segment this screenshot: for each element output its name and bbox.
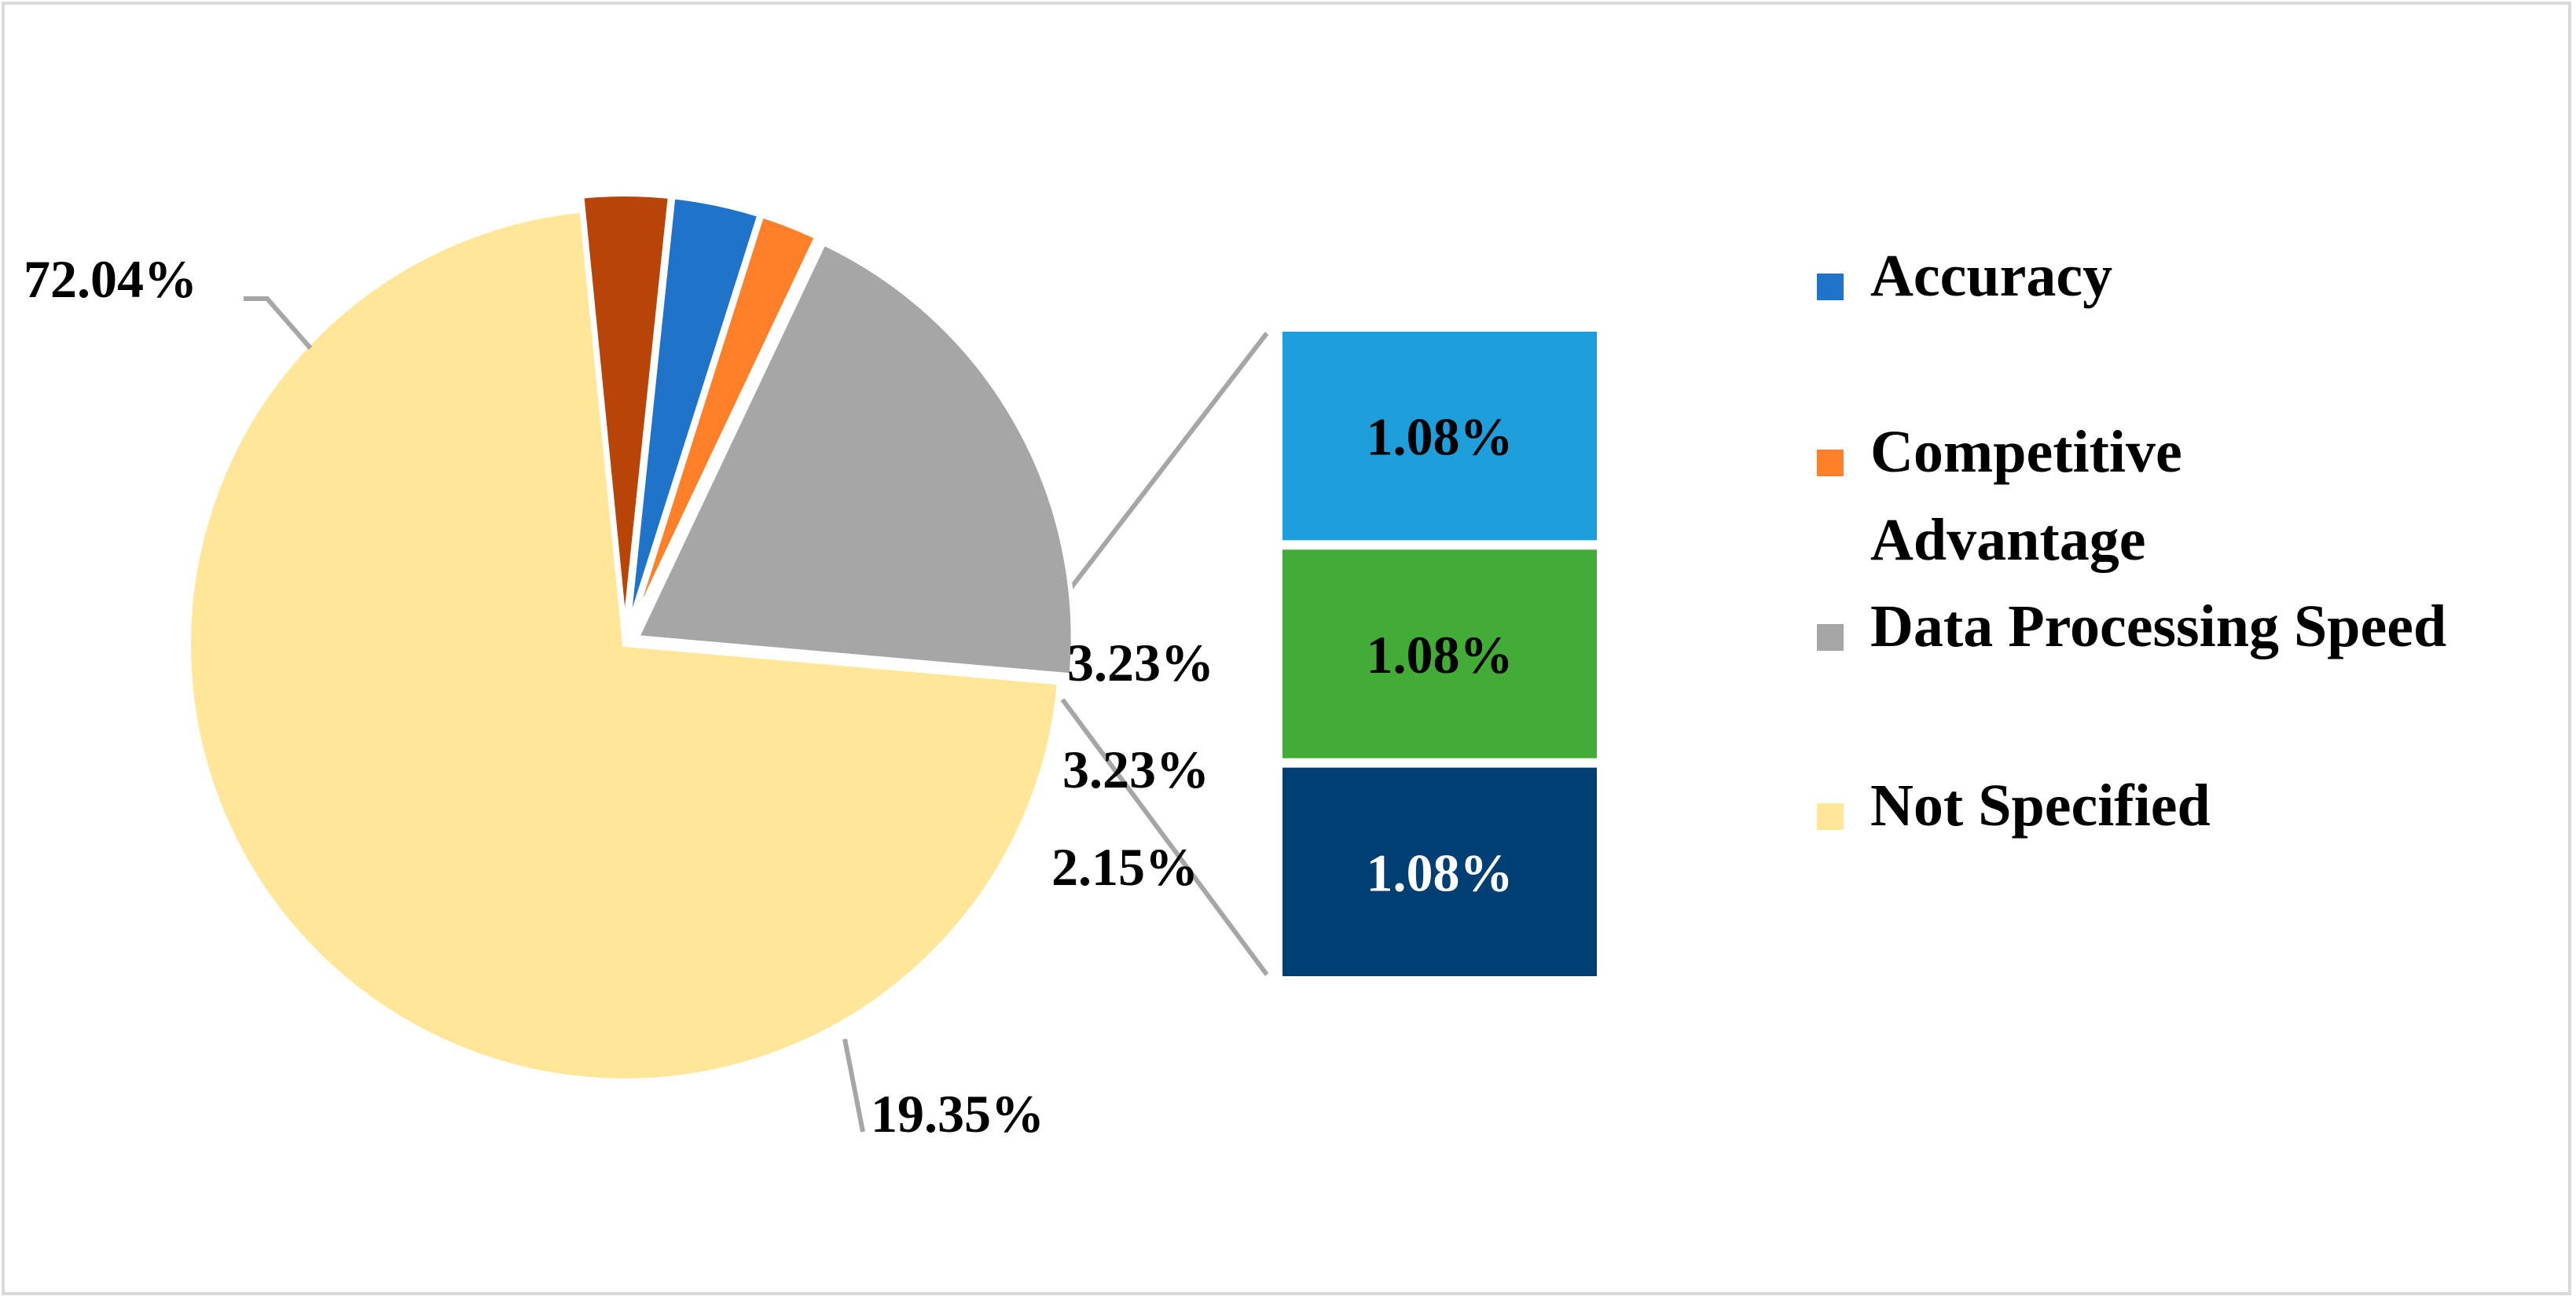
legend-item-competitive-advantage: Competitive Advantage <box>1817 419 2182 573</box>
legend-label: Data Processing Speed <box>1870 593 2446 659</box>
pie-slice-accuracy <box>625 194 763 632</box>
connector-line-top <box>1060 332 1269 600</box>
pie-data-labels: 72.04% 3.23% 3.23% 2.15% 19.35% <box>24 249 1214 1144</box>
legend-item-data-processing-speed: Data Processing Speed <box>1817 593 2446 659</box>
stacked-bar: 1.08% 1.08% 1.08% <box>1282 332 1597 976</box>
bar-segment-label-2: 1.08% <box>1367 625 1514 685</box>
pie-data-label-not-specified: 72.04% <box>24 249 197 309</box>
pie-slice-not-specified <box>186 207 1062 1083</box>
legend-item-accuracy: Accuracy <box>1817 243 2112 309</box>
pie-slice-data-processing-speed <box>633 240 1076 678</box>
pie-label-leader-5 <box>842 1038 865 1133</box>
bar-segment-1 <box>1282 332 1597 541</box>
legend-item-not-specified: Not Specified <box>1817 773 2211 839</box>
legend-label: Not Specified <box>1870 773 2211 839</box>
pie-data-label-data-processing-speed: 19.35% <box>871 1084 1044 1144</box>
connector-line-bottom <box>1060 698 1269 976</box>
pie <box>186 192 1076 1083</box>
pie-data-label-slice-2: 3.23% <box>1067 633 1214 692</box>
legend-swatch <box>1817 274 1844 300</box>
bar-segment-2 <box>1282 549 1597 758</box>
pie-data-label-accuracy: 3.23% <box>1062 740 1209 799</box>
pie-label-leader-1 <box>244 296 313 350</box>
pie-data-label-competitive-advantage: 2.15% <box>1051 837 1198 897</box>
bar-segment-3 <box>1282 767 1597 976</box>
bar-segment-label-1: 1.08% <box>1367 407 1514 467</box>
legend: Accuracy Competitive Advantage Data Process… <box>1817 243 2446 839</box>
legend-label: Accuracy <box>1870 243 2112 309</box>
pie-slice-slice-2 <box>579 192 673 631</box>
leader-lines <box>1060 332 1269 976</box>
legend-swatch <box>1817 450 1844 476</box>
legend-swatch <box>1817 803 1844 830</box>
pie-slice-competitive-advantage <box>627 212 820 633</box>
legend-label: Competitive Advantage <box>1870 419 2182 573</box>
bar-segment-label-3: 1.08% <box>1367 843 1514 902</box>
legend-swatch <box>1817 624 1844 651</box>
